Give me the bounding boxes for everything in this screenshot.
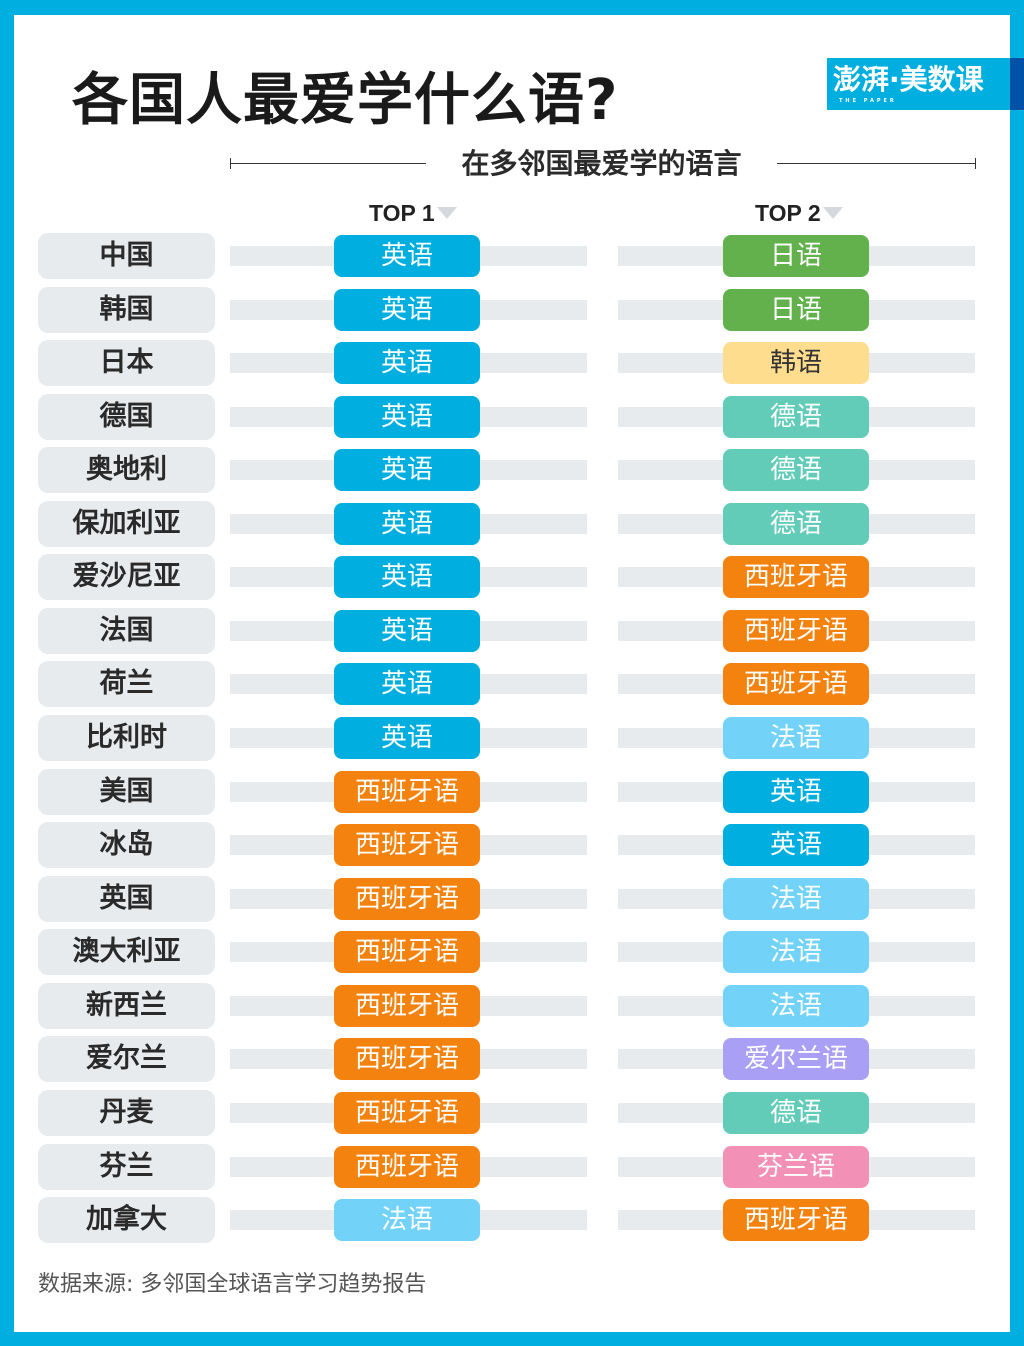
language-pill-top2: 爱尔兰语: [723, 1038, 869, 1080]
language-pill-top1: 英语: [334, 717, 480, 759]
table-row: 韩国 英语 日语: [14, 287, 1010, 333]
language-pill-top2: 西班牙语: [723, 610, 869, 652]
subtitle-rule-right-tick: [975, 158, 976, 169]
table-row: 爱尔兰 西班牙语 爱尔兰语: [14, 1036, 1010, 1082]
language-pill-top2: 法语: [723, 931, 869, 973]
table-row: 加拿大 法语 西班牙语: [14, 1197, 1010, 1243]
language-pill-top2: 德语: [723, 449, 869, 491]
country-label: 爱尔兰: [38, 1036, 215, 1082]
language-pill-top1: 西班牙语: [334, 878, 480, 920]
table-row: 保加利亚 英语 德语: [14, 501, 1010, 547]
table-row: 芬兰 西班牙语 芬兰语: [14, 1144, 1010, 1190]
subtitle-rule-left: [230, 163, 426, 164]
country-label: 奥地利: [38, 447, 215, 493]
country-label: 比利时: [38, 715, 215, 761]
language-pill-top2: 西班牙语: [723, 663, 869, 705]
language-pill-top1: 英语: [334, 396, 480, 438]
language-pill-top1: 英语: [334, 503, 480, 545]
logo-subtext: THE PAPER: [839, 98, 897, 104]
column-header-top2: TOP 2: [755, 199, 843, 227]
triangle-down-icon: [822, 206, 843, 219]
country-label: 日本: [38, 340, 215, 386]
table-row: 荷兰 英语 西班牙语: [14, 661, 1010, 707]
language-pill-top1: 西班牙语: [334, 824, 480, 866]
page-title: 各国人最爱学什么语?: [72, 68, 619, 133]
country-label: 冰岛: [38, 822, 215, 868]
language-pill-top1: 西班牙语: [334, 1092, 480, 1134]
language-pill-top1: 西班牙语: [334, 1146, 480, 1188]
table-row: 美国 西班牙语 英语: [14, 769, 1010, 815]
column-header-top1-label: TOP 1: [369, 200, 435, 226]
country-label: 加拿大: [38, 1197, 215, 1243]
triangle-down-icon: [436, 206, 457, 219]
language-pill-top2: 法语: [723, 717, 869, 759]
logo-accent-strip: [1010, 58, 1024, 110]
table-row: 新西兰 西班牙语 法语: [14, 983, 1010, 1029]
language-pill-top1: 英语: [334, 449, 480, 491]
language-pill-top1: 英语: [334, 556, 480, 598]
table-row: 奥地利 英语 德语: [14, 447, 1010, 493]
table-row: 英国 西班牙语 法语: [14, 876, 1010, 922]
language-pill-top2: 芬兰语: [723, 1146, 869, 1188]
infographic-card: 各国人最爱学什么语? 澎湃·美数课 THE PAPER 在多邻国最爱学的语言 T…: [14, 15, 1024, 1332]
language-pill-top2: 英语: [723, 824, 869, 866]
language-pill-top1: 西班牙语: [334, 1038, 480, 1080]
language-pill-top1: 法语: [334, 1199, 480, 1241]
country-label: 澳大利亚: [38, 929, 215, 975]
language-pill-top2: 日语: [723, 289, 869, 331]
table-row: 德国 英语 德语: [14, 394, 1010, 440]
table-row: 比利时 英语 法语: [14, 715, 1010, 761]
language-pill-top2: 法语: [723, 878, 869, 920]
country-label: 丹麦: [38, 1090, 215, 1136]
country-label: 英国: [38, 876, 215, 922]
chart-subtitle: 在多邻国最爱学的语言: [461, 147, 742, 180]
table-row: 冰岛 西班牙语 英语: [14, 822, 1010, 868]
country-label: 保加利亚: [38, 501, 215, 547]
language-pill-top1: 英语: [334, 663, 480, 705]
language-pill-top2: 西班牙语: [723, 556, 869, 598]
language-pill-top2: 西班牙语: [723, 1199, 869, 1241]
table-row: 澳大利亚 西班牙语 法语: [14, 929, 1010, 975]
language-pill-top1: 西班牙语: [334, 771, 480, 813]
language-pill-top1: 英语: [334, 289, 480, 331]
country-label: 芬兰: [38, 1144, 215, 1190]
brand-logo: 澎湃·美数课 THE PAPER: [827, 58, 1024, 110]
column-header-top2-label: TOP 2: [755, 200, 821, 226]
table-row: 爱沙尼亚 英语 西班牙语: [14, 554, 1010, 600]
table-row: 日本 英语 韩语: [14, 340, 1010, 386]
language-pill-top2: 英语: [723, 771, 869, 813]
language-pill-top2: 法语: [723, 985, 869, 1027]
language-pill-top1: 西班牙语: [334, 985, 480, 1027]
country-label: 美国: [38, 769, 215, 815]
table-row: 中国 英语 日语: [14, 233, 1010, 279]
language-pill-top1: 英语: [334, 235, 480, 277]
language-pill-top1: 英语: [334, 610, 480, 652]
country-label: 新西兰: [38, 983, 215, 1029]
column-header-top1: TOP 1: [369, 199, 457, 227]
country-label: 德国: [38, 394, 215, 440]
table-row: 丹麦 西班牙语 德语: [14, 1090, 1010, 1136]
language-pill-top1: 西班牙语: [334, 931, 480, 973]
logo-text: 澎湃·美数课: [833, 63, 984, 96]
language-pill-top2: 德语: [723, 396, 869, 438]
language-pill-top2: 韩语: [723, 342, 869, 384]
language-pill-top2: 德语: [723, 503, 869, 545]
table-row: 法国 英语 西班牙语: [14, 608, 1010, 654]
language-pill-top2: 德语: [723, 1092, 869, 1134]
country-label: 韩国: [38, 287, 215, 333]
country-label: 荷兰: [38, 661, 215, 707]
language-pill-top2: 日语: [723, 235, 869, 277]
data-source-note: 数据来源: 多邻国全球语言学习趋势报告: [38, 1272, 427, 1297]
language-pill-top1: 英语: [334, 342, 480, 384]
country-label: 爱沙尼亚: [38, 554, 215, 600]
country-label: 法国: [38, 608, 215, 654]
country-label: 中国: [38, 233, 215, 279]
subtitle-rule-right: [777, 163, 976, 164]
